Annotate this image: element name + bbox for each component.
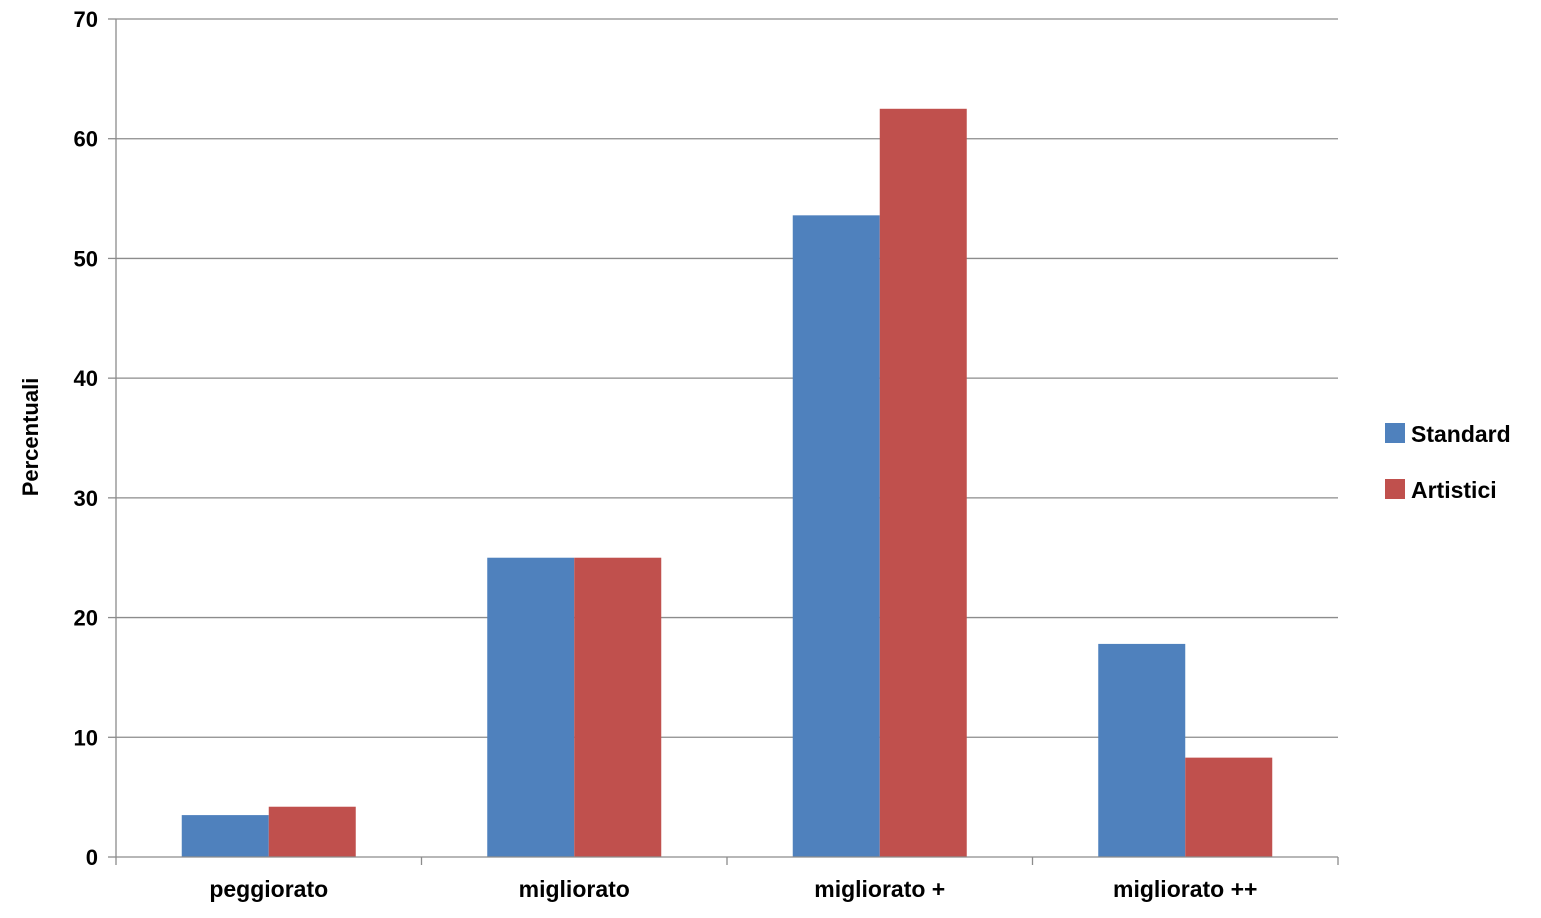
- y-tick-label: 20: [74, 606, 98, 631]
- bar-artistici-3: [1185, 757, 1273, 857]
- bar-standard-0: [181, 815, 269, 857]
- x-tick-label: migliorato: [519, 876, 630, 902]
- y-tick-label: 60: [74, 127, 98, 152]
- x-tick-labels: peggiorato migliorato migliorato + migliora…: [209, 876, 1257, 902]
- legend-swatch-standard: [1385, 423, 1405, 443]
- bar-artistici-2: [879, 108, 967, 858]
- legend-label-standard: Standard: [1411, 421, 1511, 447]
- y-axis-title: Percentuali: [18, 378, 43, 497]
- bar-standard-3: [1098, 643, 1186, 857]
- y-tick-labels: 0 10 20 30 40 50 60 70: [74, 7, 98, 870]
- y-tick-label: 40: [74, 366, 98, 391]
- bar-artistici-0: [268, 806, 356, 857]
- legend-swatch-artistici: [1385, 479, 1405, 499]
- axes: [115, 19, 1339, 865]
- legend-label-artistici: Artistici: [1411, 477, 1497, 503]
- bar-standard-1: [487, 557, 575, 857]
- legend: Standard Artistici: [1385, 421, 1511, 503]
- y-tick-label: 0: [86, 845, 98, 870]
- y-tick-label: 10: [74, 725, 98, 750]
- bar-artistici-1: [574, 557, 662, 857]
- y-tick-label: 70: [74, 7, 98, 32]
- x-tick-label: peggiorato: [209, 876, 328, 902]
- gridlines: [108, 18, 1338, 858]
- bars: [181, 108, 1273, 858]
- x-tick-label: migliorato ++: [1113, 876, 1257, 902]
- bar-standard-2: [792, 215, 880, 857]
- y-tick-label: 50: [74, 246, 98, 271]
- y-tick-label: 30: [74, 486, 98, 511]
- x-tick-label: migliorato +: [814, 876, 945, 902]
